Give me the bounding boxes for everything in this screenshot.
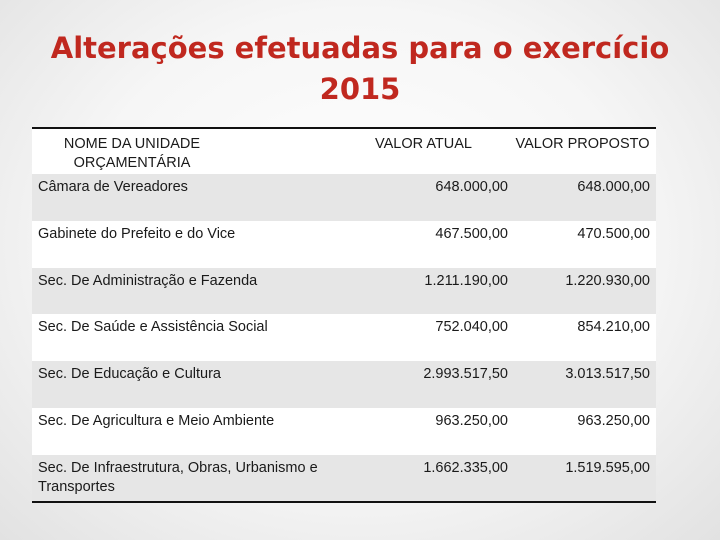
cell-proposed-value: 648.000,00 (514, 174, 656, 221)
cell-unit: Sec. De Educação e Cultura (32, 361, 362, 408)
slide-title-line-2: 2015 (319, 72, 401, 106)
cell-current-value: 2.993.517,50 (362, 361, 514, 408)
cell-unit: Sec. De Saúde e Assistência Social (32, 314, 362, 362)
cell-unit: Câmara de Vereadores (32, 174, 362, 221)
budget-table: NOME DA UNIDADE ORÇAMENTÁRIA VALOR ATUAL… (32, 127, 656, 503)
cell-current-value: 963.250,00 (362, 407, 514, 455)
cell-current-value: 752.040,00 (362, 314, 514, 362)
table-row: Sec. De Administração e Fazenda 1.211.19… (32, 267, 656, 315)
cell-proposed-value: 963.250,00 (514, 407, 656, 455)
cell-unit: Sec. De Administração e Fazenda (32, 267, 362, 315)
cell-proposed-value: 3.013.517,50 (514, 361, 656, 408)
cell-unit: Sec. De Infraestrutura, Obras, Urbanismo… (32, 454, 362, 503)
cell-proposed-value: 1.519.595,00 (514, 454, 656, 503)
cell-proposed-value: 854.210,00 (514, 314, 656, 362)
table-row: Sec. De Educação e Cultura 2.993.517,50 … (32, 361, 656, 408)
table-body: Câmara de Vereadores 648.000,00 648.000,… (32, 174, 656, 503)
slide-title: Alterações efetuadas para o exercício 20… (40, 28, 680, 110)
header-unit: NOME DA UNIDADE ORÇAMENTÁRIA (32, 127, 362, 174)
header-proposed-value: VALOR PROPOSTO (514, 127, 656, 174)
table-row: Câmara de Vereadores 648.000,00 648.000,… (32, 174, 656, 221)
table-row: Sec. De Infraestrutura, Obras, Urbanismo… (32, 454, 656, 503)
header-row: NOME DA UNIDADE ORÇAMENTÁRIA VALOR ATUAL… (32, 127, 656, 174)
table-row: Gabinete do Prefeito e do Vice 467.500,0… (32, 220, 656, 268)
cell-unit: Gabinete do Prefeito e do Vice (32, 220, 362, 268)
cell-unit: Sec. De Agricultura e Meio Ambiente (32, 407, 362, 455)
cell-current-value: 1.211.190,00 (362, 267, 514, 315)
table-row: Sec. De Agricultura e Meio Ambiente 963.… (32, 407, 656, 455)
slide-title-line-1: Alterações efetuadas para o exercício (50, 31, 670, 65)
cell-proposed-value: 1.220.930,00 (514, 267, 656, 315)
cell-proposed-value: 470.500,00 (514, 220, 656, 268)
table-row: Sec. De Saúde e Assistência Social 752.0… (32, 314, 656, 362)
cell-current-value: 467.500,00 (362, 220, 514, 268)
cell-current-value: 1.662.335,00 (362, 454, 514, 503)
cell-current-value: 648.000,00 (362, 174, 514, 221)
header-current-value: VALOR ATUAL (362, 127, 514, 174)
table-header: NOME DA UNIDADE ORÇAMENTÁRIA VALOR ATUAL… (32, 127, 656, 174)
